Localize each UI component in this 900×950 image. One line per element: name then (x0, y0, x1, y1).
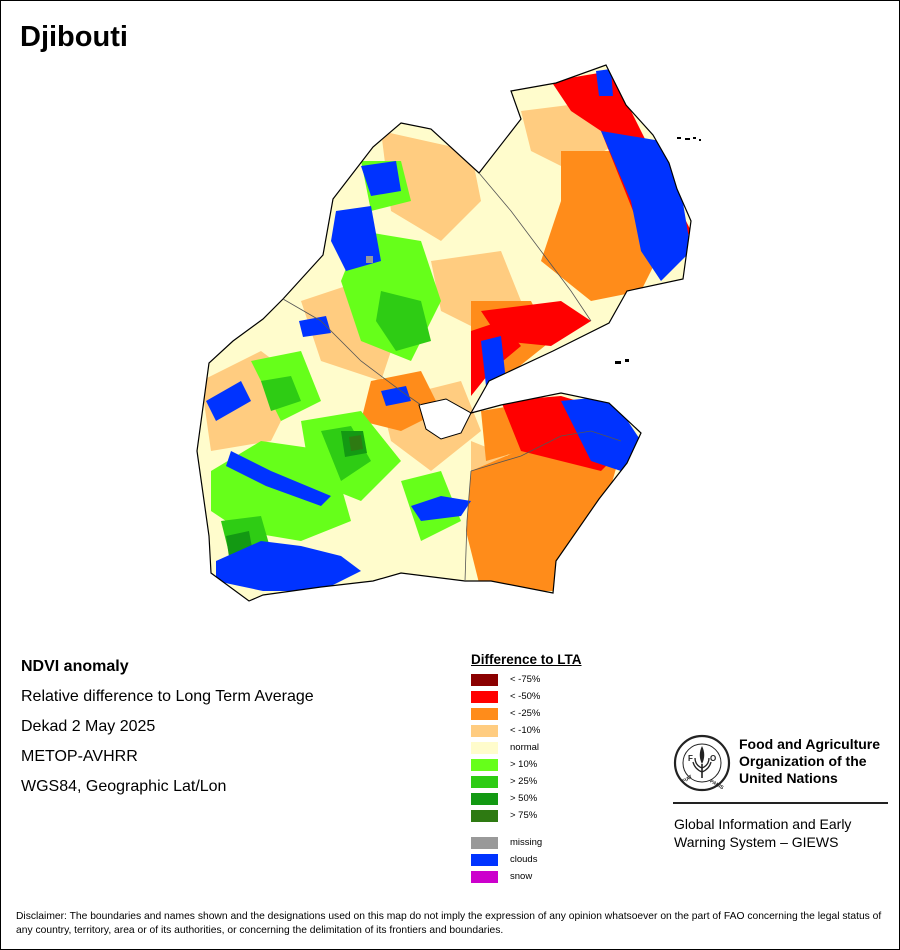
legend-title: Difference to LTA (471, 652, 582, 667)
projection-label: WGS84, Geographic Lat/Lon (21, 778, 227, 795)
organization-name: Food and Agriculture Organization of the… (739, 736, 881, 786)
ndvi-map (181, 56, 721, 616)
country-title: Djibouti (20, 21, 128, 53)
svg-text:F: F (688, 754, 693, 763)
legend-item: < -25% (471, 705, 582, 722)
product-subtitle: Relative difference to Long Term Average (21, 688, 314, 705)
islands (615, 137, 701, 364)
legend-swatch (471, 707, 498, 720)
region-boundaries (282, 172, 622, 582)
legend-label: snow (510, 871, 533, 882)
disclaimer: Disclaimer: The boundaries and names sho… (16, 911, 882, 936)
legend-label: > 50% (510, 793, 538, 804)
legend-swatch (471, 853, 498, 866)
svg-text:FIAT: FIAT (681, 774, 693, 785)
legend-label: < -75% (510, 674, 541, 685)
org-divider (673, 802, 888, 804)
legend-label: < -25% (510, 708, 541, 719)
legend-swatch (471, 741, 498, 754)
missing-zones (366, 256, 373, 263)
legend-item: > 10% (471, 756, 582, 773)
djibouti-anomaly-map (196, 64, 701, 602)
map-info: NDVI anomaly Relative difference to Long… (21, 657, 314, 807)
legend-label: > 25% (510, 776, 538, 787)
legend-swatch (471, 758, 498, 771)
plus-75-zones (349, 435, 363, 451)
legend-item: clouds (471, 851, 582, 868)
legend-label: missing (510, 837, 543, 848)
legend-swatch (471, 673, 498, 686)
legend-swatch (471, 724, 498, 737)
legend-item: > 75% (471, 807, 582, 824)
legend-label: normal (510, 742, 540, 753)
legend-item: < -10% (471, 722, 582, 739)
legend-label: < -50% (510, 691, 541, 702)
legend-item: normal (471, 739, 582, 756)
legend-swatch (471, 870, 498, 883)
fao-logo-icon: F O FIAT PANIS (673, 734, 731, 792)
gulf-of-tadjoura (418, 398, 472, 440)
legend-swatch (471, 792, 498, 805)
legend-label: < -10% (510, 725, 541, 736)
svg-text:O: O (710, 754, 716, 763)
legend-swatch (471, 690, 498, 703)
legend-label: > 75% (510, 810, 538, 821)
sensor-label: METOP-AVHRR (21, 748, 138, 765)
legend-swatch (471, 836, 498, 849)
legend-swatch (471, 809, 498, 822)
legend-label: clouds (510, 854, 538, 865)
legend-classes: < -75% < -50% < -25% < -10% normal > 10% (471, 671, 582, 824)
period-label: Dekad 2 May 2025 (21, 718, 156, 735)
legend: Difference to LTA < -75% < -50% < -25% <… (471, 652, 582, 885)
legend-item: snow (471, 868, 582, 885)
anomaly-raster (197, 65, 691, 601)
legend-item: < -50% (471, 688, 582, 705)
product-heading: NDVI anomaly (21, 658, 129, 675)
legend-item: > 50% (471, 790, 582, 807)
legend-swatch (471, 775, 498, 788)
country-border (196, 64, 692, 602)
legend-item: missing (471, 834, 582, 851)
giews-label: Global Information and Early Warning Sys… (674, 816, 852, 850)
legend-label: > 10% (510, 759, 538, 770)
legend-item: < -75% (471, 671, 582, 688)
legend-item: > 25% (471, 773, 582, 790)
